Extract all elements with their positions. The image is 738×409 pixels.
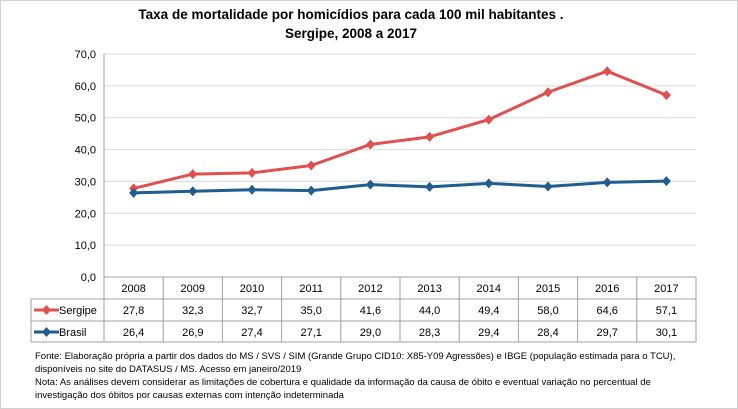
data-label: 49,4	[478, 305, 499, 317]
data-point-brasil	[543, 181, 553, 192]
data-label: 64,6	[596, 305, 617, 317]
legend-marker-brasil	[42, 327, 51, 337]
data-label: 41,6	[360, 305, 381, 317]
data-point-brasil	[188, 186, 198, 197]
x-category-label: 2016	[595, 283, 619, 295]
data-label: 35,0	[300, 305, 321, 317]
x-category-label: 2012	[358, 283, 382, 295]
data-label: 29,4	[478, 327, 499, 339]
y-tick-label: 30,0	[75, 176, 96, 188]
y-tick-label: 70,0	[75, 49, 96, 61]
data-point-sergipe	[602, 66, 612, 77]
y-tick-label: 20,0	[75, 208, 96, 220]
source-note-2: disponíveis no site do DATASUS / MS. Ace…	[35, 364, 302, 375]
data-label: 26,4	[123, 327, 144, 339]
legend-marker-sergipe	[42, 305, 51, 315]
note-1: Nota: As análises devem considerar as li…	[35, 377, 651, 388]
series-line-sergipe	[133, 69, 667, 190]
x-category-label: 2015	[536, 283, 560, 295]
data-label: 28,3	[419, 327, 440, 339]
x-category-label: 2014	[477, 283, 501, 295]
x-category-label: 2010	[240, 283, 264, 295]
data-point-brasil	[306, 185, 316, 196]
data-point-brasil	[425, 181, 435, 192]
x-category-label: 2008	[121, 283, 145, 295]
y-tick-label: 10,0	[75, 240, 96, 252]
data-point-brasil	[484, 178, 494, 189]
legend-label-brasil: Brasil	[59, 327, 87, 339]
note-2: investigação dos óbitos por causas exter…	[35, 390, 344, 401]
data-point-brasil	[365, 179, 375, 190]
source-note-1: Fonte: Elaboração própria a partir dos d…	[35, 351, 676, 362]
data-point-brasil	[129, 187, 139, 198]
data-label: 44,0	[419, 305, 440, 317]
y-tick-label: 60,0	[75, 81, 96, 93]
y-tick-label: 50,0	[75, 113, 96, 125]
series-line-brasil	[133, 179, 667, 195]
data-point-sergipe	[306, 160, 316, 171]
data-label: 26,9	[182, 327, 203, 339]
data-point-sergipe	[247, 167, 257, 178]
data-label: 32,7	[241, 305, 262, 317]
data-point-sergipe	[484, 114, 494, 125]
data-point-sergipe	[661, 90, 671, 101]
data-point-brasil	[247, 184, 257, 195]
data-label: 58,0	[537, 305, 558, 317]
data-label: 57,1	[656, 305, 677, 317]
data-point-brasil	[661, 176, 671, 187]
data-label: 32,3	[182, 305, 203, 317]
data-label: 28,4	[537, 327, 558, 339]
data-point-sergipe	[188, 169, 198, 180]
data-label: 29,0	[360, 327, 381, 339]
legend-label-sergipe: Sergipe	[59, 305, 97, 317]
data-label: 29,7	[596, 327, 617, 339]
data-point-sergipe	[425, 131, 435, 142]
x-category-label: 2009	[181, 283, 205, 295]
data-label: 27,4	[241, 327, 262, 339]
chart-title-line2: Sergipe, 2008 a 2017	[284, 26, 418, 41]
chart-title-line1: Taxa de mortalidade por homicídios para …	[138, 7, 564, 22]
x-category-label: 2011	[299, 283, 323, 295]
data-point-sergipe	[365, 139, 375, 150]
data-label: 27,8	[123, 305, 144, 317]
y-tick-label: 40,0	[75, 145, 96, 157]
data-point-sergipe	[543, 87, 553, 98]
x-category-label: 2017	[654, 283, 678, 295]
data-label: 27,1	[300, 327, 321, 339]
data-label: 30,1	[656, 327, 677, 339]
x-category-label: 2013	[417, 283, 441, 295]
data-point-brasil	[602, 177, 612, 188]
y-tick-label: 0,0	[81, 272, 96, 284]
